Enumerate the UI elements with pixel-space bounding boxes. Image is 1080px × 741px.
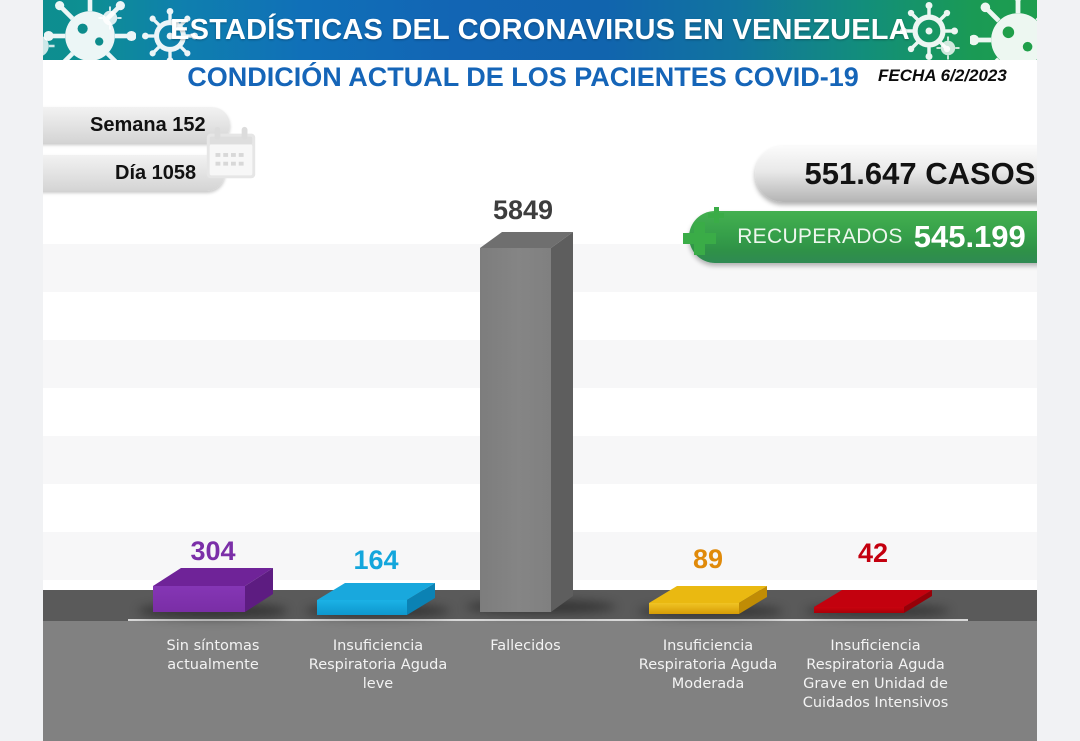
plus-icon-large [683,222,716,255]
bar-value: 42 [857,538,889,568]
chart-floor-edge [128,619,968,621]
bar-category-label: Insuficiencia Respiratoria Aguda leve [308,638,448,692]
bar-value: 164 [353,545,399,575]
bar-value: 304 [190,536,236,566]
bar-3d [153,568,273,612]
recovered-value: 545.199 [913,219,1026,254]
page-subtitle: CONDICIÓN ACTUAL DE LOS PACIENTES COVID-… [187,62,859,92]
plus-icon-small [708,207,724,223]
total-cases-badge: 551.647 CASOS [755,146,1037,202]
virus-icon [44,0,136,60]
bar-value: 89 [692,544,724,574]
infographic-canvas: ESTADÍSTICAS DEL CORONAVIRUS EN VENEZUEL… [43,0,1037,741]
date-label: FECHA 6/2/2023 [878,66,1007,85]
virus-icon-tiny [98,6,122,30]
bar-category-label: Fallecidos [490,638,561,654]
header-banner: ESTADÍSTICAS DEL CORONAVIRUS EN VENEZUEL… [43,0,1037,60]
bar-category-label: Insuficiencia Respiratoria Aguda Moderad… [638,638,778,692]
calendar-icon [206,126,256,179]
bar-3d [649,586,767,614]
virus-icon-2 [142,8,198,60]
total-cases-value: 551.647 CASOS [804,156,1036,191]
week-badge-label: Semana 152 [90,113,206,136]
week-badge: Semana 152 [43,107,230,143]
day-badge-label: Día 1058 [115,161,197,184]
bar-3d [317,583,435,615]
bar-3d [480,232,573,612]
virus-icon-small [43,36,55,56]
day-badge: Día 1058 [43,155,225,191]
recovered-label: RECUPERADOS [737,225,903,248]
virus-icon-4 [970,0,1037,60]
page-title: ESTADÍSTICAS DEL CORONAVIRUS EN VENEZUEL… [170,13,910,46]
bar-value: 5849 [492,195,554,225]
bar-category-label: Insuficiencia Respiratoria Aguda Grave e… [802,638,949,711]
recovered-badge: RECUPERADOS 545.199 [689,211,1037,263]
bar-category-label: Sin síntomas actualmente [166,638,260,673]
bar-3d [814,590,932,613]
virus-icon-tiny-2 [936,36,960,60]
chart-label-band [43,621,1037,741]
